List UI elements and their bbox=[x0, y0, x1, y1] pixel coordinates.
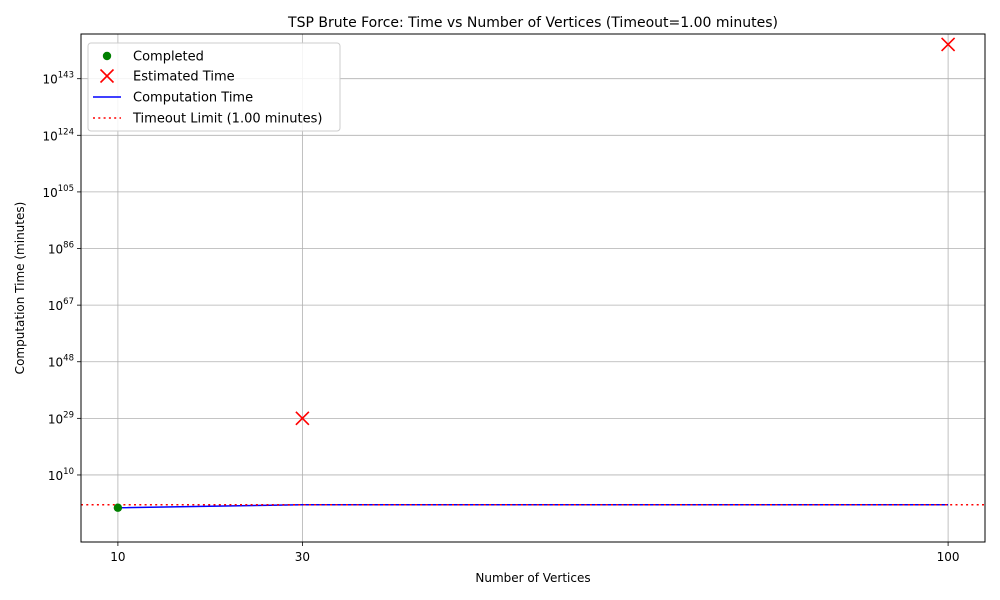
legend-entry: Computation Time bbox=[93, 91, 253, 106]
legend-label: Completed bbox=[133, 50, 204, 65]
estimated-time-point bbox=[941, 37, 956, 52]
y-tick-label: 1086 bbox=[48, 241, 74, 257]
legend-entry: Completed bbox=[102, 50, 204, 65]
legend: Completed Estimated Time Computation Time T… bbox=[87, 42, 341, 132]
y-tick-label: 10124 bbox=[42, 127, 74, 143]
x-axis-label: Number of Vertices bbox=[475, 571, 590, 585]
y-tick-label: 1029 bbox=[48, 410, 74, 426]
legend-marker-estimated bbox=[99, 68, 115, 84]
computation-time-line bbox=[117, 504, 949, 509]
y-axis-label: Computation Time (minutes) bbox=[13, 202, 27, 375]
y-tick-label: 10105 bbox=[42, 184, 74, 200]
legend-marker-completed bbox=[102, 51, 112, 61]
y-tick-label: 1048 bbox=[48, 354, 74, 370]
legend-label: Computation Time bbox=[133, 91, 253, 106]
y-tick-label: 10143 bbox=[42, 71, 74, 87]
legend-box bbox=[87, 42, 341, 132]
plot-area bbox=[81, 37, 985, 512]
estimated-time-point bbox=[295, 411, 310, 426]
x-tick-label: 30 bbox=[295, 550, 310, 564]
grid-lines bbox=[81, 34, 985, 542]
legend-entry: Estimated Time bbox=[99, 68, 235, 85]
chart-title: TSP Brute Force: Time vs Number of Verti… bbox=[287, 15, 778, 31]
x-tick-label: 100 bbox=[937, 550, 960, 564]
legend-label: Timeout Limit (1.00 minutes) bbox=[132, 112, 322, 127]
y-tick-label: 1010 bbox=[48, 467, 74, 483]
legend-entry: Timeout Limit (1.00 minutes) bbox=[93, 112, 322, 127]
y-tick-label: 1067 bbox=[48, 297, 74, 313]
completed-point bbox=[113, 503, 123, 512]
axis-ticks: 10 30 100 1010 1029 1048 1067 1086 10105 10124 101… bbox=[42, 71, 959, 564]
plot-frame bbox=[80, 33, 986, 543]
legend-label: Estimated Time bbox=[133, 70, 235, 85]
x-tick-label: 10 bbox=[110, 550, 125, 564]
